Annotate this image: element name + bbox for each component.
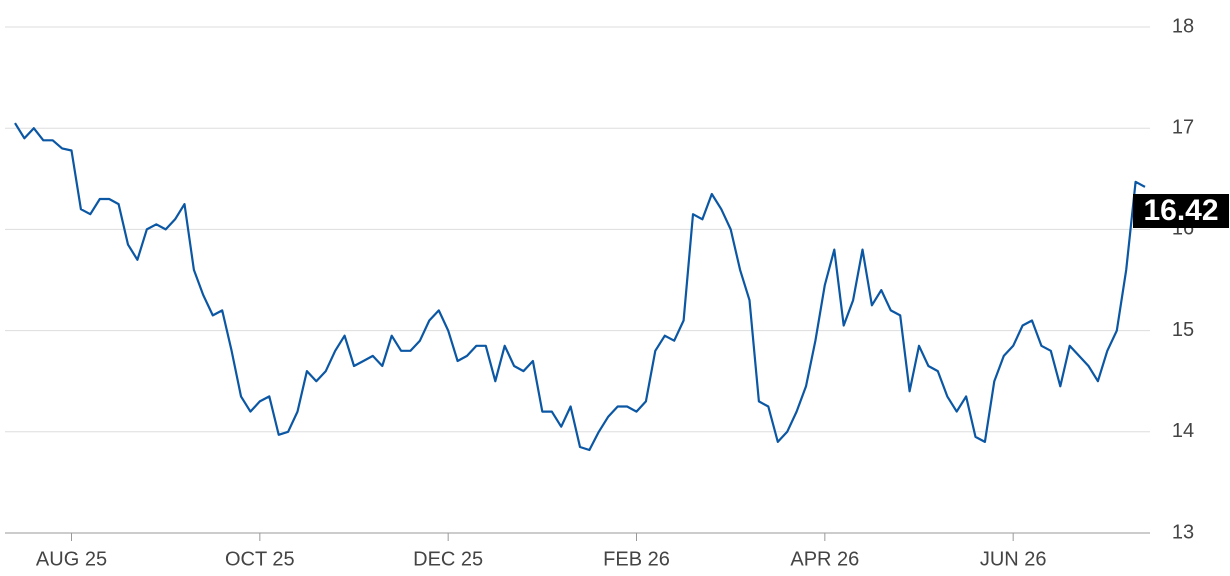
y-tick-label: 14 [1172, 420, 1194, 442]
y-tick-label: 17 [1172, 116, 1194, 138]
x-tick-label: AUG 25 [36, 548, 107, 570]
x-tick-label: FEB 26 [603, 548, 670, 570]
y-tick-label: 15 [1172, 319, 1194, 341]
last-value-box [1133, 194, 1229, 228]
y-tick-label: 13 [1172, 521, 1194, 543]
x-tick-label: OCT 25 [225, 548, 295, 570]
y-tick-label: 18 [1172, 15, 1194, 37]
x-tick-label: DEC 25 [413, 548, 483, 570]
x-tick-label: APR 26 [790, 548, 859, 570]
price-line [14, 122, 1146, 452]
last-value-label: 16.42 [1143, 194, 1218, 227]
x-tick-label: JUN 26 [980, 548, 1047, 570]
